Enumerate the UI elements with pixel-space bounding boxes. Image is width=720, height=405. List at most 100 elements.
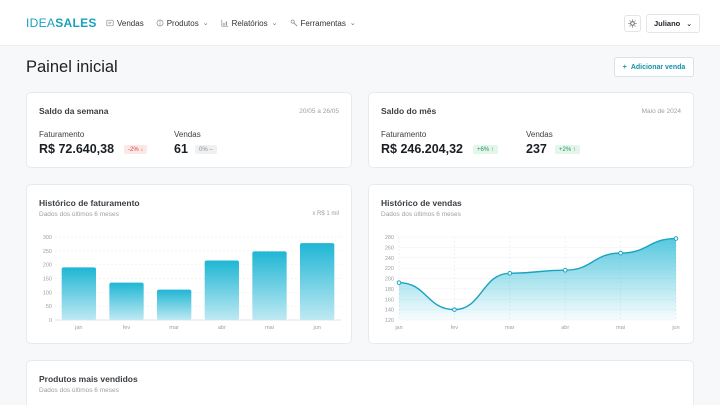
revenue-history-card: Histórico de faturamento Dados dos últim… <box>26 184 352 344</box>
card-title: Saldo da semana <box>39 106 109 116</box>
report-icon <box>221 19 228 27</box>
x-tick-label: jan <box>74 325 82 331</box>
nav-label: Relatórios <box>231 18 268 28</box>
sun-icon <box>628 19 637 28</box>
sales-change-badge: +2% ↑ <box>555 145 580 154</box>
chevron-down-icon: ⌄ <box>686 20 693 28</box>
x-tick-label: jun <box>312 325 320 331</box>
plus-icon: + <box>622 63 627 71</box>
nav-label: Produtos <box>166 18 199 28</box>
y-tick-label: 150 <box>43 277 52 283</box>
revenue-change-badge: -2% ↓ <box>124 145 148 154</box>
nav-item-produtos[interactable]: Produtos ⌄ <box>156 17 209 29</box>
sales-label: Vendas <box>174 130 201 139</box>
chevron-down-icon: ⌄ <box>349 20 356 27</box>
data-point <box>673 236 679 241</box>
data-point <box>562 267 568 273</box>
top-bar: IDEASALES Vendas Produtos ⌄ Relatórios ⌄… <box>0 0 720 46</box>
theme-toggle-button[interactable] <box>624 15 641 32</box>
add-sale-label: Adicionar venda <box>630 63 686 71</box>
add-sale-button[interactable]: + Adicionar venda <box>614 57 694 77</box>
card-title: Histórico de faturamento <box>39 198 140 208</box>
y-tick-label: 220 <box>385 266 394 272</box>
y-tick-label: 250 <box>43 249 52 255</box>
revenue-change-badge: +6% ↑ <box>473 145 498 154</box>
y-tick-label: 140 <box>385 308 394 314</box>
user-name: Juliano <box>654 19 681 28</box>
logo-thin: IDEA <box>26 16 56 30</box>
bar <box>157 289 192 320</box>
data-point <box>618 250 623 256</box>
week-balance-card: Saldo da semana 20/05 a 26/05 Faturament… <box>26 92 352 168</box>
x-tick-label: abr <box>561 325 569 331</box>
x-tick-label: fev <box>451 325 459 331</box>
y-tick-label: 280 <box>385 235 394 241</box>
area-fill <box>399 238 676 320</box>
logo-bold: SALES <box>55 16 97 30</box>
y-tick-label: 200 <box>385 277 394 283</box>
sales-value: 61 <box>174 142 188 156</box>
sales-change-badge: 0% – <box>195 145 217 154</box>
y-tick-label: 0 <box>49 318 52 324</box>
y-tick-label: 100 <box>43 290 52 296</box>
card-subtitle: Dados dos últimos 6 meses <box>39 387 119 394</box>
page-title: Painel inicial <box>26 58 118 76</box>
revenue-value: R$ 246.204,32 <box>381 142 464 156</box>
revenue-bar-chart: 0 50 100 150 200 250 300 jan fev mar abr mai jun <box>43 235 341 331</box>
x-tick-label: mar <box>169 325 179 331</box>
user-menu-button[interactable]: Juliano ⌄ <box>646 14 701 33</box>
nav-label: Vendas <box>117 18 144 28</box>
x-tick-label: mai <box>265 325 274 331</box>
box-icon <box>156 19 164 27</box>
bar <box>204 260 239 320</box>
data-point <box>452 307 457 312</box>
chevron-down-icon: ⌄ <box>202 20 209 27</box>
card-date: Maio de 2024 <box>641 108 681 115</box>
bar <box>61 267 96 320</box>
unit-note: x R$ 1 mil <box>312 211 339 217</box>
y-tick-label: 300 <box>43 235 52 241</box>
chevron-down-icon: ⌄ <box>271 20 278 27</box>
y-tick-label: 180 <box>385 287 394 293</box>
month-balance-card: Saldo do mês Maio de 2024 Faturamento R$… <box>368 92 694 168</box>
y-tick-label: 160 <box>385 297 394 303</box>
sales-label: Vendas <box>526 130 553 139</box>
nav-label: Ferramentas <box>300 18 346 28</box>
card-subtitle: Dados dos últimos 6 meses <box>39 211 119 218</box>
nav-item-ferramentas[interactable]: Ferramentas ⌄ <box>290 17 356 29</box>
card-title: Histórico de vendas <box>381 198 462 208</box>
x-tick-label: jan <box>394 325 402 331</box>
y-tick-label: 200 <box>43 263 52 269</box>
y-tick-label: 260 <box>385 245 394 251</box>
tools-icon <box>290 19 298 27</box>
x-tick-label: jun <box>671 325 679 331</box>
sales-area-chart: 120 140 160 180 200 220 240 260 280 jan fev mar abr m… <box>385 235 680 331</box>
y-tick-label: 50 <box>46 304 52 310</box>
x-tick-label: mar <box>505 325 515 331</box>
revenue-value: R$ 72.640,38 <box>39 142 115 156</box>
top-products-card: Produtos mais vendidos Dados dos últimos… <box>26 360 694 405</box>
bar <box>252 251 287 320</box>
nav-item-vendas[interactable]: Vendas <box>106 17 144 29</box>
card-date: 20/05 a 26/05 <box>299 108 339 115</box>
bar <box>109 282 144 320</box>
y-tick-label: 120 <box>385 318 394 324</box>
data-point <box>396 280 402 285</box>
card-subtitle: Dados dos últimos 6 meses <box>381 211 461 218</box>
data-point <box>507 271 513 276</box>
card-title: Produtos mais vendidos <box>39 374 138 384</box>
bar <box>300 243 335 320</box>
y-tick-label: 240 <box>385 256 394 262</box>
sales-value: 237 <box>526 142 547 156</box>
sales-icon <box>106 19 114 27</box>
revenue-label: Faturamento <box>39 130 85 139</box>
main-nav: Vendas Produtos ⌄ Relatórios ⌄ Ferrament… <box>106 17 356 29</box>
card-title: Saldo do mês <box>381 106 437 116</box>
revenue-label: Faturamento <box>381 130 427 139</box>
series-line <box>398 237 677 311</box>
logo[interactable]: IDEASALES <box>26 16 97 30</box>
nav-item-relatorios[interactable]: Relatórios ⌄ <box>221 17 278 29</box>
sales-history-card: Histórico de vendas Dados dos últimos 6 … <box>368 184 694 344</box>
x-tick-label: fev <box>123 325 131 331</box>
x-tick-label: abr <box>218 325 226 331</box>
